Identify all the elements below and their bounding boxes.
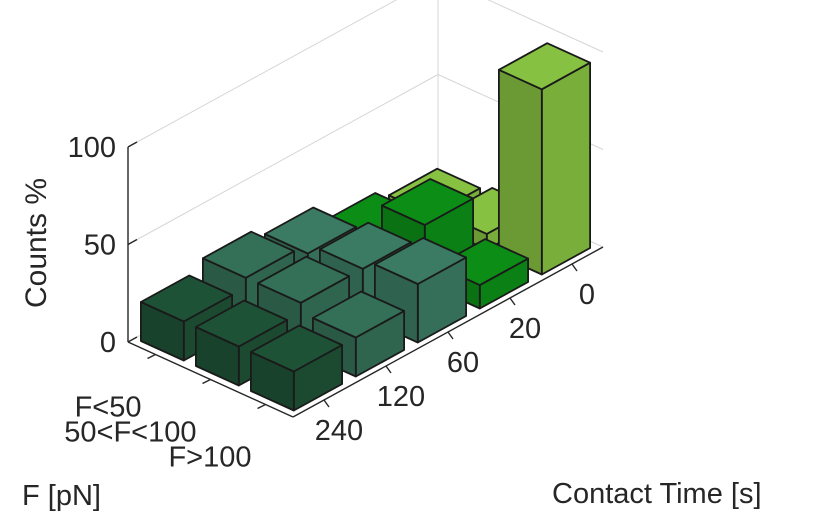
force-tick xyxy=(147,353,156,360)
time-tick-label: 60 xyxy=(447,347,479,379)
bar-top xyxy=(498,42,591,91)
bar xyxy=(140,274,233,362)
bars xyxy=(140,42,591,412)
z-tick xyxy=(127,336,138,343)
z-axis-label: Counts % xyxy=(20,178,53,308)
time-tick xyxy=(385,365,392,374)
time-tick-label: 0 xyxy=(579,279,595,311)
z-tick xyxy=(127,238,138,246)
bar-front xyxy=(498,68,543,276)
gridline xyxy=(487,0,604,53)
gridline xyxy=(127,0,398,148)
bar xyxy=(250,324,343,412)
time-tick xyxy=(509,297,516,306)
bar-top xyxy=(312,290,405,339)
bar-top xyxy=(140,274,233,323)
time-tick-label: 20 xyxy=(509,313,541,345)
time-tick-label: 240 xyxy=(315,415,363,447)
bar-top xyxy=(264,206,357,255)
gridline xyxy=(127,74,439,245)
z-tick xyxy=(127,141,138,148)
labels: Counts % F [pN] Contact Time [s] 0 50 100 F… xyxy=(20,132,762,512)
force-tick xyxy=(202,378,211,385)
z-tick-label: 50 xyxy=(84,230,116,262)
bar-top xyxy=(195,299,288,348)
bar-top xyxy=(250,324,343,373)
bar-side xyxy=(540,61,591,276)
bar-top xyxy=(374,237,467,285)
bar-top xyxy=(319,221,412,270)
bar-top xyxy=(202,230,295,279)
bar xyxy=(498,42,591,276)
force-tick xyxy=(257,403,266,410)
z-tick-label: 0 xyxy=(100,327,116,359)
force-tick-label: F>100 xyxy=(168,442,251,474)
bar-top xyxy=(381,178,474,226)
time-tick xyxy=(571,263,578,272)
y-axis-label: Contact Time [s] xyxy=(552,478,762,510)
time-tick xyxy=(323,399,330,408)
bar xyxy=(374,237,467,344)
x-axis-label: F [pN] xyxy=(22,480,101,512)
force-tick-label: 50<F<100 xyxy=(64,417,196,449)
time-tick xyxy=(447,331,454,340)
bar-top xyxy=(257,255,350,304)
axes xyxy=(127,141,604,418)
force-tick-label: F<50 xyxy=(75,392,142,424)
z-tick-label: 100 xyxy=(68,132,116,164)
time-tick-label: 120 xyxy=(377,381,425,413)
